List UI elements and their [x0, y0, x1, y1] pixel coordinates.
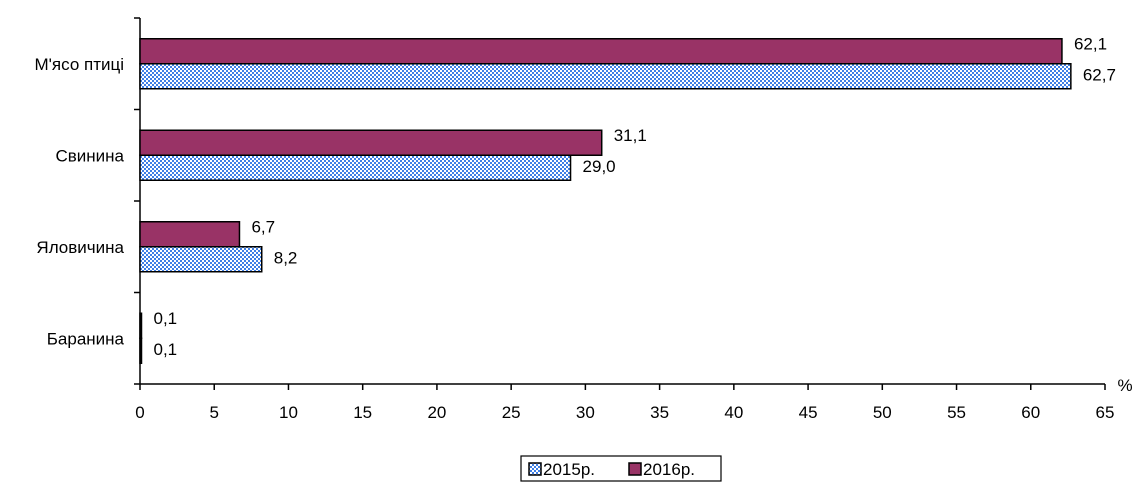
legend-label: 2016р. [643, 460, 695, 479]
x-tick-label: 35 [650, 403, 669, 422]
x-tick-label: 55 [947, 403, 966, 422]
bar-2015р. [139, 337, 143, 364]
bar-2016р. [139, 312, 143, 339]
legend-box [520, 455, 722, 482]
bar-2016р. [139, 129, 603, 156]
data-label: 8,2 [274, 248, 298, 267]
legend: 2015р. 2016р. [520, 455, 722, 482]
legend-label: 2015р. [543, 460, 595, 479]
legend-swatch [528, 462, 542, 476]
bar-2015р. [139, 63, 1072, 90]
legend-swatch [628, 462, 642, 476]
data-label: 62,7 [1083, 65, 1116, 84]
x-tick-label: 25 [502, 403, 521, 422]
x-tick-label: 30 [576, 403, 595, 422]
labels: М'ясо птиці 62,1 62,7 Свинина 31,1 29,0 Ялович… [35, 34, 1116, 359]
x-axis-unit-label: % [1117, 376, 1132, 395]
x-tick-label: 60 [1021, 403, 1040, 422]
bars [139, 38, 1072, 364]
x-tick-label: 5 [209, 403, 218, 422]
bar-2015р. [139, 154, 572, 181]
data-label: 0,1 [154, 340, 178, 359]
category-label: Свинина [55, 146, 124, 165]
axes: 0 5 10 15 20 25 30 35 40 45 50 55 60 65% [134, 17, 1133, 422]
x-tick-label: 0 [135, 403, 144, 422]
bar-2016р. [139, 221, 241, 248]
data-label: 62,1 [1074, 34, 1107, 53]
x-tick-label: 50 [873, 403, 892, 422]
data-label: 0,1 [154, 309, 178, 328]
category-label: Яловичина [36, 238, 124, 257]
bar-2015р. [139, 246, 263, 273]
data-label: 31,1 [614, 126, 647, 145]
x-tick-label: 20 [427, 403, 446, 422]
x-tick-label: 65 [1096, 403, 1115, 422]
data-label: 29,0 [583, 157, 616, 176]
data-label: 6,7 [251, 217, 275, 236]
x-tick-label: 40 [724, 403, 743, 422]
category-label: Баранина [47, 329, 125, 348]
bar-2016р. [139, 38, 1063, 65]
category-label: М'ясо птиці [35, 55, 124, 74]
x-tick-label: 15 [353, 403, 372, 422]
x-tick-label: 45 [799, 403, 818, 422]
x-tick-label: 10 [279, 403, 298, 422]
